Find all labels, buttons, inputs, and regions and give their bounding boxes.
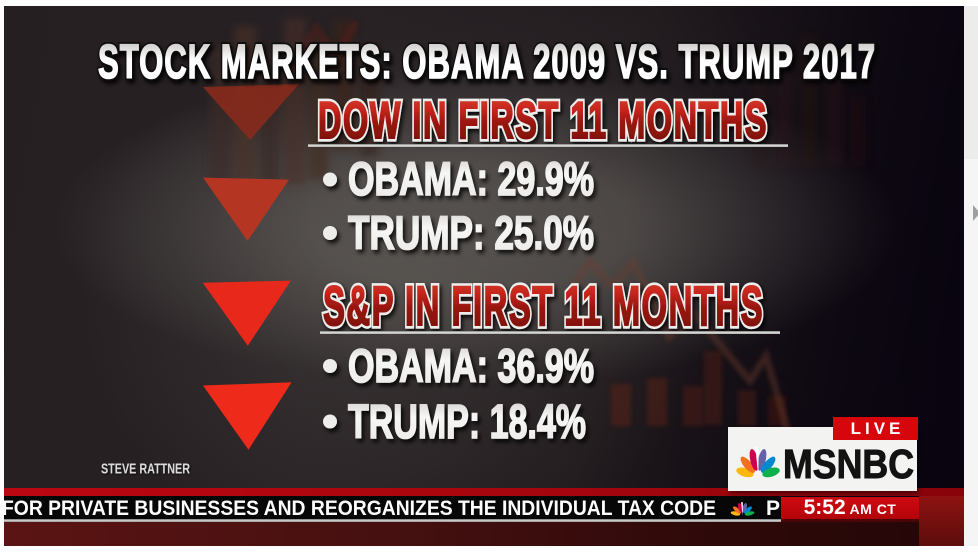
- svg-text:MSNBC: MSNBC: [783, 444, 914, 480]
- svg-text:DOW IN FIRST 11 MONTHS: DOW IN FIRST 11 MONTHS: [318, 92, 768, 150]
- svg-text:STOCK MARKETS: OBAMA 2009 VS.: STOCK MARKETS: OBAMA 2009 VS. TRUMP 2017: [98, 36, 876, 89]
- svg-text:STEVE RATTNER: STEVE RATTNER: [101, 461, 190, 478]
- svg-text:DOW IN FIRST 11 MONTHS: DOW IN FIRST 11 MONTHS: [318, 92, 768, 150]
- svg-text:TRUMP: 18.4%: TRUMP: 18.4%: [348, 396, 586, 449]
- svg-text:STOCK MARKETS: OBAMA 2009 VS.: STOCK MARKETS: OBAMA 2009 VS. TRUMP 2017: [98, 36, 876, 89]
- svg-text:P: P: [766, 497, 780, 519]
- svg-text:TRUMP: 25.0%: TRUMP: 25.0%: [348, 206, 594, 259]
- svg-text:FOR PRIVATE BUSINESSES AND REO: FOR PRIVATE BUSINESSES AND REORGANIZES T…: [4, 497, 716, 519]
- svg-text:S&P IN FIRST 11 MONTHS: S&P IN FIRST 11 MONTHS: [323, 274, 764, 337]
- svg-text:OBAMA: 29.9%: OBAMA: 29.9%: [348, 154, 594, 205]
- svg-text:S&P IN FIRST 11 MONTHS: S&P IN FIRST 11 MONTHS: [323, 274, 764, 337]
- svg-text:OBAMA: 36.9%: OBAMA: 36.9%: [348, 342, 594, 392]
